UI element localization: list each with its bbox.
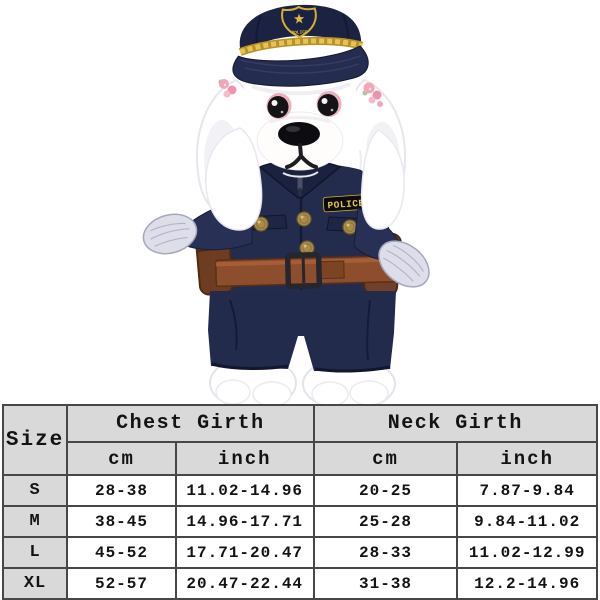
chest-inch-cell: 14.96-17.71 [174,505,315,538]
neck-cm-cell: 31-38 [312,567,459,600]
patch-text: POLICE [327,198,365,212]
trouser-wrinkle [229,299,238,351]
table-row-s: S 28-38 11.02-14.96 20-25 7.87-9.84 [1,474,598,507]
badge-shield [281,5,317,39]
size-column-header: Size [1,404,69,476]
police-hat: POLICE [232,4,369,87]
neck-inch-cell: 12.2-14.96 [456,567,598,600]
trouser-legs [208,291,396,371]
trouser-hem-shadow [211,362,289,370]
right-foot-toe [311,381,349,404]
buckle-prong [301,258,306,284]
belt-strap-end [319,260,345,280]
neck-cm-header: cm [312,441,459,476]
header-row-groups: Size Chest Girth Neck Girth [1,404,599,476]
button [296,211,312,227]
belt-buckle [284,252,323,290]
button [253,216,269,232]
right-glove [378,240,430,288]
chest-inch-cell: 20.47-22.44 [174,567,315,600]
left-glove [142,213,198,255]
zipper-pull [298,188,302,196]
right-costume-arm [353,207,430,288]
right-eye [316,91,342,117]
right-foot-toe [349,380,389,404]
size-cell: L [1,536,69,569]
chest-cm-cell: 45-52 [66,536,177,569]
button [342,219,358,235]
neck-cm-cell: 28-33 [312,536,459,569]
dog-ears-front [205,127,405,231]
table-row-m: M 38-45 14.96-17.71 25-28 9.84-11.02 [1,505,598,538]
dog-mouth [285,143,318,169]
right-flower-clip [362,82,383,107]
chest-girth-header: Chest Girth [66,404,315,443]
left-foot-toe [252,381,292,404]
hat-gold-braid-texture [239,38,363,55]
trouser-hem-shadow [314,365,391,373]
neck-inch-cell: 7.87-9.84 [456,474,598,507]
chest-inch-header: inch [174,441,315,476]
chin-shading [282,171,319,178]
trouser-wrinkle [366,299,371,361]
uniform-trousers [208,291,396,373]
dog-face [256,91,344,178]
neck-cm-cell: 20-25 [312,474,459,507]
neck-inch-header: inch [456,441,598,476]
police-chest-patch: POLICE [322,194,370,213]
left-ear-front [205,127,263,231]
table-row-l: L 45-52 17.71-20.47 28-33 11.02-12.99 [1,536,598,569]
neck-inch-cell: 11.02-12.99 [456,536,598,569]
muzzle-top-shading [269,116,331,124]
left-eye [266,93,292,119]
product-photo: POLICE POLICE [142,4,430,404]
badge-star [293,13,305,24]
badge-text: POLICE [291,29,308,36]
belt-highlight [215,257,404,267]
left-flower-clip [218,79,237,98]
glove-seams [383,244,424,282]
left-foot-toe [215,379,251,404]
size-cell: S [1,474,69,507]
forehead-shading [251,82,351,96]
button [299,240,315,256]
right-ear-front [360,129,405,230]
dog-illustration: POLICE POLICE [142,4,430,404]
chest-cm-cell: 28-38 [66,474,177,507]
chest-inch-cell: 17.71-20.47 [174,536,315,569]
hat-stitching [244,63,359,74]
size-cell: XL [1,567,69,600]
size-chart-table: Size Chest Girth Neck Girth cm inch cm i… [1,404,599,600]
neck-cm-cell: 25-28 [312,505,459,538]
size-cell: M [1,505,69,538]
hat-badge: POLICE [281,5,317,39]
hat-stitching [240,55,361,67]
zipper [297,176,303,190]
neck-girth-header: Neck Girth [312,404,599,443]
glove-seams [150,222,190,247]
chest-cm-cell: 38-45 [66,505,177,538]
chest-cm-cell: 52-57 [66,567,177,600]
chest-inch-cell: 11.02-14.96 [174,474,315,507]
header-row-units: cm inch cm inch [3,441,598,476]
neck-inch-cell: 9.84-11.02 [456,505,598,538]
chest-cm-header: cm [66,441,177,476]
dog-nose [278,122,320,146]
table-row-xl: XL 52-57 20.47-22.44 31-38 12.2-14.96 [1,567,598,600]
gold-buttons [253,211,358,256]
